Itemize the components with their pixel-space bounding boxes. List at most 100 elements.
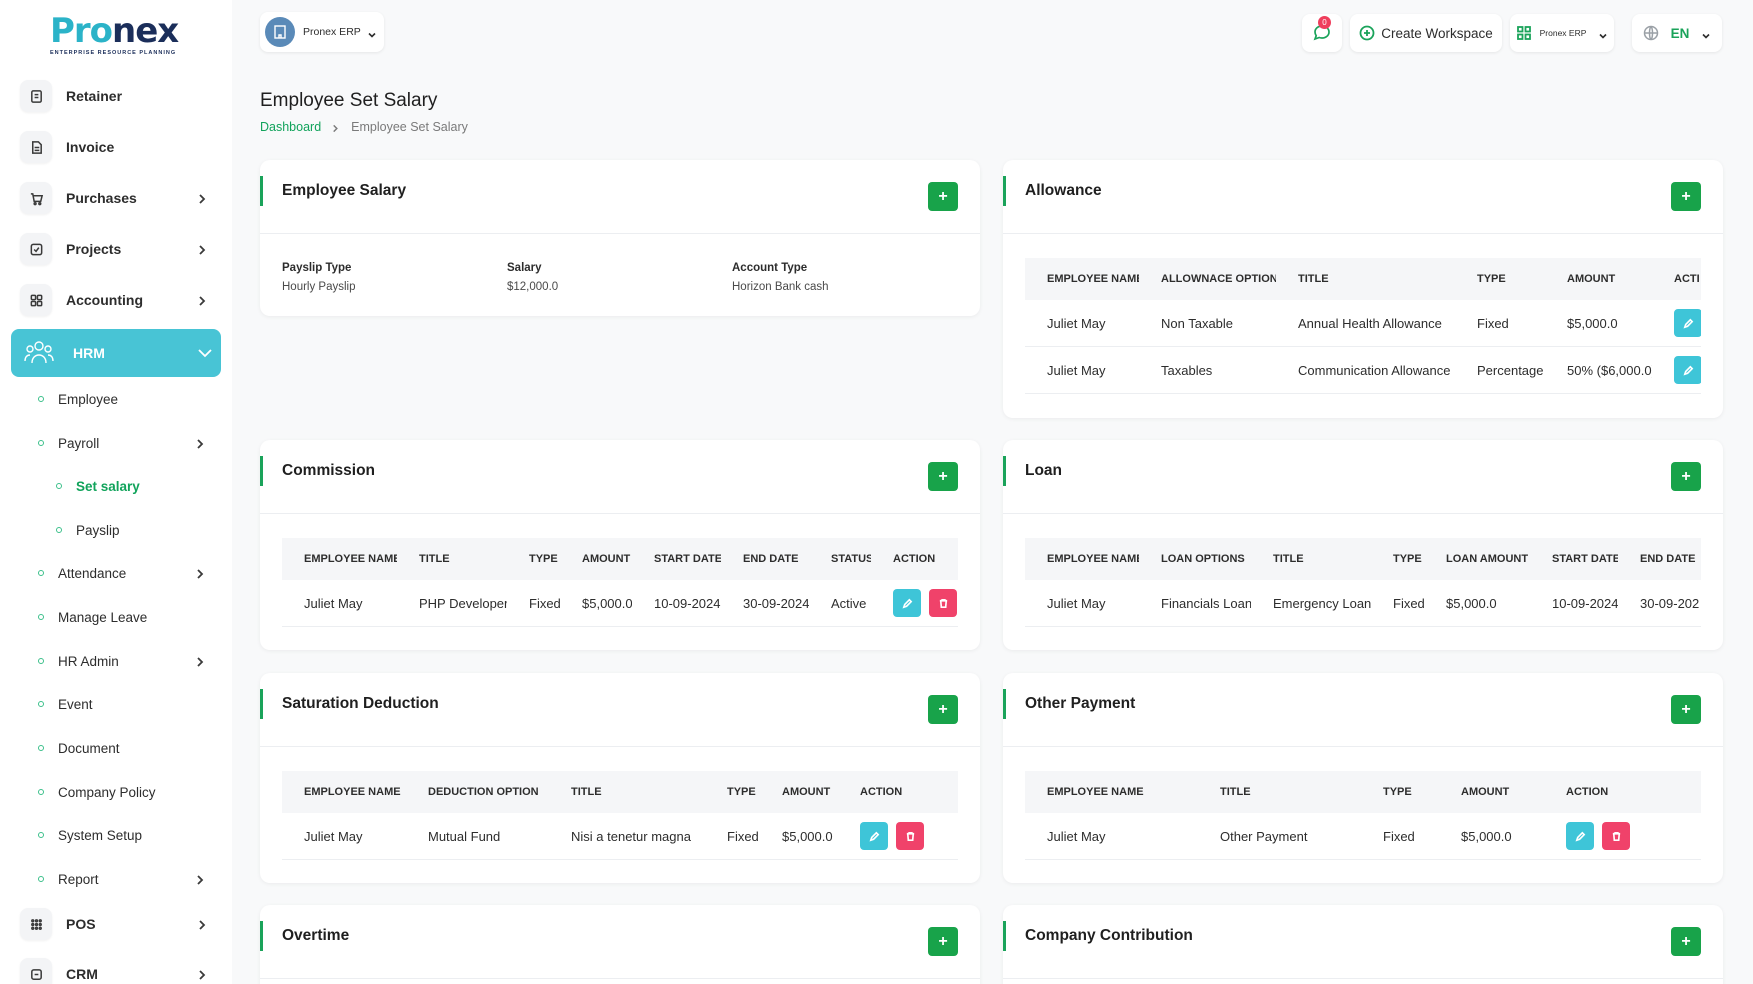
create-workspace-button[interactable]: Create Workspace	[1350, 14, 1502, 52]
trash-icon	[906, 831, 914, 841]
sidebar-item-accounting[interactable]: Accounting	[20, 280, 220, 320]
cell-action	[838, 822, 958, 850]
sidebar-sub-payroll[interactable]: Payroll	[38, 429, 218, 457]
sidebar-item-projects[interactable]: Projects	[20, 229, 220, 269]
notification-badge: 0	[1318, 16, 1331, 29]
chat-icon	[1313, 25, 1330, 41]
language-selector[interactable]: EN	[1632, 14, 1722, 52]
sidebar-sub-payslip[interactable]: Payslip	[56, 516, 218, 544]
cell-title: Emergency Loan	[1273, 595, 1371, 611]
sidebar-sub-manage-leave[interactable]: Manage Leave	[38, 603, 218, 631]
sidebar-sub-system-setup[interactable]: System Setup	[38, 821, 218, 849]
edit-button[interactable]	[1674, 309, 1701, 337]
chevron-down-icon	[367, 27, 377, 38]
field-label: Account Type	[732, 262, 808, 274]
bullet-icon	[56, 483, 62, 489]
column-header: TITLE	[1298, 273, 1329, 285]
add-commission-button[interactable]: +	[928, 462, 958, 491]
salary-info: Payslip Type Hourly Payslip Salary $12,0…	[282, 262, 957, 293]
commission-card: Commission + EMPLOYEE NAME TITLE TYPE AM…	[260, 440, 980, 650]
sidebar-sub-company-policy[interactable]: Company Policy	[38, 778, 218, 806]
chevron-right-icon	[194, 567, 206, 579]
sidebar-item-crm[interactable]: CRM	[20, 954, 220, 984]
loan-table: EMPLOYEE NAME LOAN OPTIONS TITLE TYPE LO…	[1025, 538, 1701, 627]
team-icon	[19, 333, 59, 373]
pencil-icon	[1683, 365, 1693, 375]
sidebar-sub-document[interactable]: Document	[38, 734, 218, 762]
sidebar-sub-label: Manage Leave	[58, 609, 148, 625]
card-header: Allowance +	[1003, 160, 1723, 234]
field-value: Hourly Payslip	[282, 281, 356, 293]
logo[interactable]: Pronex ENTERPRISE RESOURCE PLANNING	[50, 14, 180, 60]
saturation-deduction-card: Saturation Deduction + EMPLOYEE NAME DED…	[260, 673, 980, 883]
column-header: TITLE	[1273, 553, 1304, 565]
cell-employee-name: Juliet May	[304, 828, 363, 844]
edit-button[interactable]	[893, 589, 921, 617]
sidebar-item-pos[interactable]: POS	[20, 904, 220, 944]
add-allowance-button[interactable]: +	[1671, 182, 1701, 211]
sidebar-item-label: Projects	[66, 241, 122, 257]
workspace-switcher[interactable]: Pronex ERP	[260, 12, 384, 52]
bullet-icon	[38, 876, 44, 882]
add-deduction-button[interactable]: +	[928, 695, 958, 724]
card-header: Employee Salary +	[260, 160, 980, 234]
field-label: Payslip Type	[282, 262, 352, 274]
sidebar-item-purchases[interactable]: Purchases	[20, 178, 220, 218]
add-overtime-button[interactable]: +	[928, 927, 958, 956]
edit-button[interactable]	[1566, 822, 1594, 850]
field-value: $12,000.0	[507, 281, 559, 293]
sidebar-sub-event[interactable]: Event	[38, 690, 218, 718]
delete-button[interactable]	[896, 822, 924, 850]
chevron-down-icon	[197, 345, 213, 361]
sidebar-sub-hr-admin[interactable]: HR Admin	[38, 647, 218, 675]
column-header: EMPLOYEE NAME	[304, 553, 397, 565]
sidebar-item-invoice[interactable]: Invoice	[20, 127, 220, 167]
cell-status: Active	[831, 595, 867, 611]
pencil-icon	[1575, 831, 1585, 841]
column-header: START DATE	[1552, 553, 1618, 565]
delete-button[interactable]	[929, 589, 957, 617]
sidebar: Pronex ENTERPRISE RESOURCE PLANNING Reta…	[0, 0, 232, 984]
cell-amount: $5,000.0	[1461, 828, 1512, 844]
cell-type: Fixed	[727, 828, 759, 844]
cell-allowance-option: Non Taxable	[1161, 315, 1234, 331]
delete-button[interactable]	[1602, 822, 1630, 850]
erp-selector[interactable]: Pronex ERP	[1510, 14, 1614, 52]
table-header: EMPLOYEE NAME LOAN OPTIONS TITLE TYPE LO…	[1025, 538, 1701, 580]
cell-start-date: 10-09-2024	[654, 595, 721, 611]
column-header: EMPLOYEE NAME	[1047, 273, 1139, 285]
erp-selector-label: Pronex ERP	[1539, 28, 1587, 38]
column-header: EMPLOYEE NAME	[304, 786, 401, 798]
sidebar-item-hrm[interactable]: HRM	[11, 329, 221, 377]
column-header: ALLOWNACE OPTION	[1161, 273, 1276, 285]
card-header: Commission +	[260, 440, 980, 514]
table-header: EMPLOYEE NAME TITLE TYPE AMOUNT START DA…	[282, 538, 958, 580]
add-loan-button[interactable]: +	[1671, 462, 1701, 491]
add-employee-salary-button[interactable]: +	[928, 182, 958, 211]
employee-salary-card: Employee Salary + Payslip Type Hourly Pa…	[260, 160, 980, 316]
field-label: Salary	[507, 262, 542, 274]
sidebar-sub-set-salary[interactable]: Set salary	[56, 472, 218, 500]
column-header: STATUS	[831, 553, 871, 565]
logo-part-1: Pro	[50, 11, 113, 51]
cell-loan-option: Financials Loan	[1161, 595, 1251, 611]
column-header: END DATE	[1640, 553, 1696, 565]
sidebar-sub-employee[interactable]: Employee	[38, 385, 218, 413]
sidebar-item-retainer[interactable]: Retainer	[20, 76, 220, 116]
cell-title: Annual Health Allowance	[1298, 315, 1442, 331]
column-header: DEDUCTION OPTION	[428, 786, 539, 798]
column-header: TITLE	[1220, 786, 1251, 798]
add-company-contribution-button[interactable]: +	[1671, 927, 1701, 956]
sidebar-item-label: POS	[66, 916, 96, 932]
edit-button[interactable]	[860, 822, 888, 850]
edit-button[interactable]	[1674, 356, 1701, 384]
plus-circle-icon	[1359, 25, 1375, 41]
add-other-payment-button[interactable]: +	[1671, 695, 1701, 724]
column-header: TYPE	[1393, 553, 1422, 565]
column-header: EMPLOYEE NAME	[1047, 553, 1139, 565]
bullet-icon	[38, 658, 44, 664]
breadcrumb-dashboard-link[interactable]: Dashboard	[260, 120, 322, 134]
cell-title: Other Payment	[1220, 828, 1308, 844]
sidebar-sub-report[interactable]: Report	[38, 865, 218, 893]
sidebar-sub-attendance[interactable]: Attendance	[38, 559, 218, 587]
